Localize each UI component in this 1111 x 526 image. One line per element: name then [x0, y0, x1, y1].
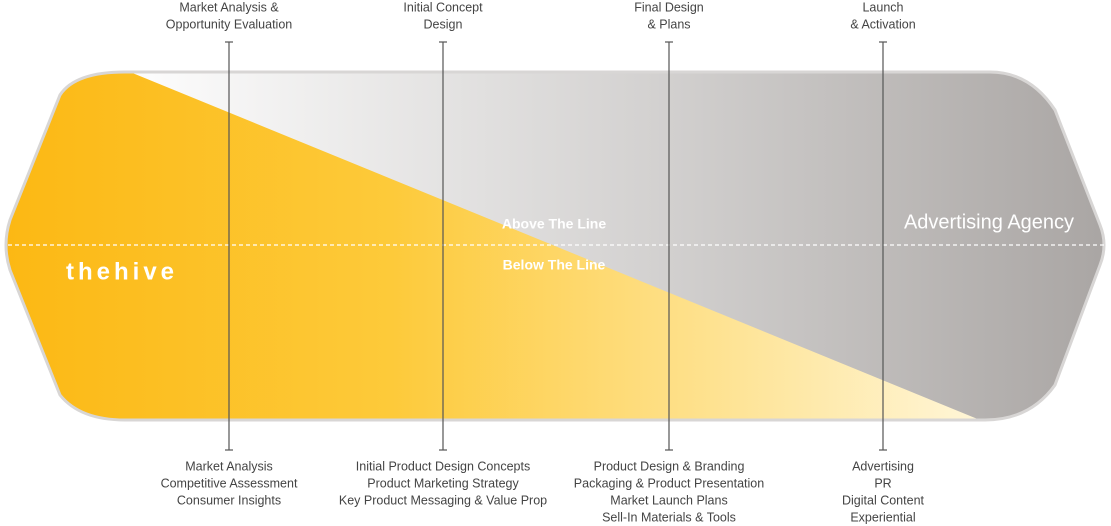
- stage-title: & Activation: [850, 17, 915, 31]
- stage-item: Consumer Insights: [177, 493, 281, 507]
- stage-item: Market Analysis: [185, 459, 273, 473]
- stage-item: Sell-In Materials & Tools: [602, 510, 736, 524]
- above-label: Above The Line: [502, 216, 606, 232]
- stage-item: Digital Content: [842, 493, 925, 507]
- hive-shape: [6, 72, 1104, 420]
- stage-title: Final Design: [634, 0, 704, 14]
- stage-item: Product Design & Branding: [594, 459, 745, 473]
- stage-item: PR: [874, 476, 891, 490]
- below-label: Below The Line: [503, 257, 606, 273]
- stage-title: Market Analysis &: [179, 0, 279, 14]
- stage-item: Initial Product Design Concepts: [356, 459, 530, 473]
- stage-item: Key Product Messaging & Value Prop: [339, 493, 547, 507]
- stage-title: Design: [424, 17, 463, 31]
- shape-border: [4, 70, 1106, 422]
- stage-item: Market Launch Plans: [610, 493, 727, 507]
- stage-item: Product Marketing Strategy: [367, 476, 519, 490]
- stage-title: & Plans: [647, 17, 690, 31]
- stage-title: Initial Concept: [403, 0, 483, 14]
- logo: thehive: [66, 258, 178, 285]
- stage-item: Packaging & Product Presentation: [574, 476, 764, 490]
- agency-label: Advertising Agency: [904, 211, 1074, 233]
- stage-item: Advertising: [852, 459, 914, 473]
- stage-item: Experiential: [850, 510, 915, 524]
- stage-title: Launch: [862, 0, 903, 14]
- stage-item: Competitive Assessment: [161, 476, 298, 490]
- stage-title: Opportunity Evaluation: [166, 17, 293, 31]
